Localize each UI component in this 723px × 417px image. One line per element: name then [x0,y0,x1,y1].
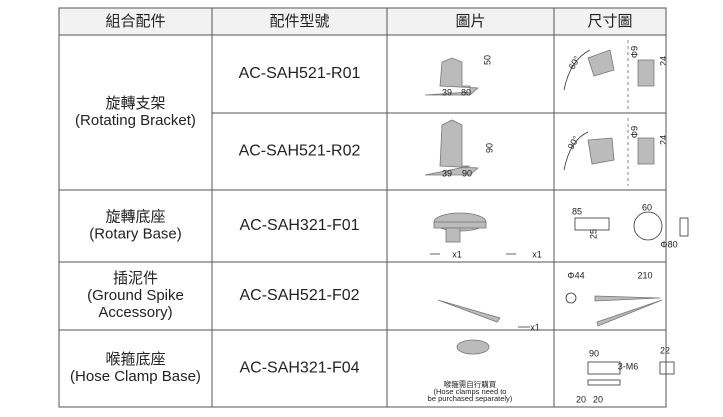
dimension-label: 85 [572,206,582,216]
dimension-label: 20 [576,394,586,404]
model-number: AC-SAH521-R01 [239,65,361,82]
photo-label: x1 [452,249,462,259]
header-cell: 尺寸圖 [587,13,632,30]
header-cell: 組合配件 [105,13,165,30]
photo-label: 喉箍需自行購買 [444,379,497,389]
photo-label: x1 [530,322,540,332]
dimension-label: Φ9 [629,126,639,138]
dimension-label: 60 [642,202,652,212]
model-number: AC-SAH521-R02 [239,143,361,160]
photo-label: be purchased separately) [428,394,513,403]
dimension-label: 25 [588,229,598,239]
accessory-name: (Ground Spike [87,287,184,304]
dimension-label: Φ80 [660,239,677,249]
dimension-label: 90° [566,134,582,151]
header-cell: 配件型號 [269,13,329,30]
photo-drawings [424,57,530,355]
dimension-label: 22 [660,345,670,355]
table-border [58,7,667,408]
photo-label: x1 [532,249,542,259]
dimension-label: Φ44 [567,270,584,280]
photo-label: (Hose clamps need to [434,387,507,396]
header-cell: 圖片 [455,13,485,30]
dimension-label: 210 [637,270,652,280]
dimension-label: 20 [593,394,603,404]
photo-label: 90 [462,168,472,178]
photo-label: 80 [461,87,471,97]
accessory-name: 插泥件 [113,270,158,287]
photo-label: 50 [482,55,492,65]
photo-label: 90 [484,143,494,153]
dimension-label: 90 [589,348,599,358]
dimension-label: 24 [658,135,668,145]
photo-label: 39 [442,87,452,97]
model-number: AC-SAH321-F04 [239,360,359,377]
photo-label: 39 [442,168,452,178]
model-number: AC-SAH521-F02 [239,287,359,304]
accessory-name: (Rotating Bracket) [75,112,196,129]
accessory-name: (Hose Clamp Base) [70,368,201,385]
dimension-drawings [563,40,689,386]
dimension-label: 24 [658,56,668,66]
accessory-name: 旋轉支架 [105,95,165,112]
header-bg [59,8,666,35]
accessory-name: Accessory) [98,304,172,321]
accessory-name: 喉箍底座 [105,351,165,368]
dimension-label: Φ9 [629,46,639,58]
model-number: AC-SAH321-F01 [239,217,359,234]
accessory-name: 旋轉底座 [105,208,165,225]
accessory-name: (Rotary Base) [89,225,182,242]
dimension-label: 3-M6 [618,361,639,371]
